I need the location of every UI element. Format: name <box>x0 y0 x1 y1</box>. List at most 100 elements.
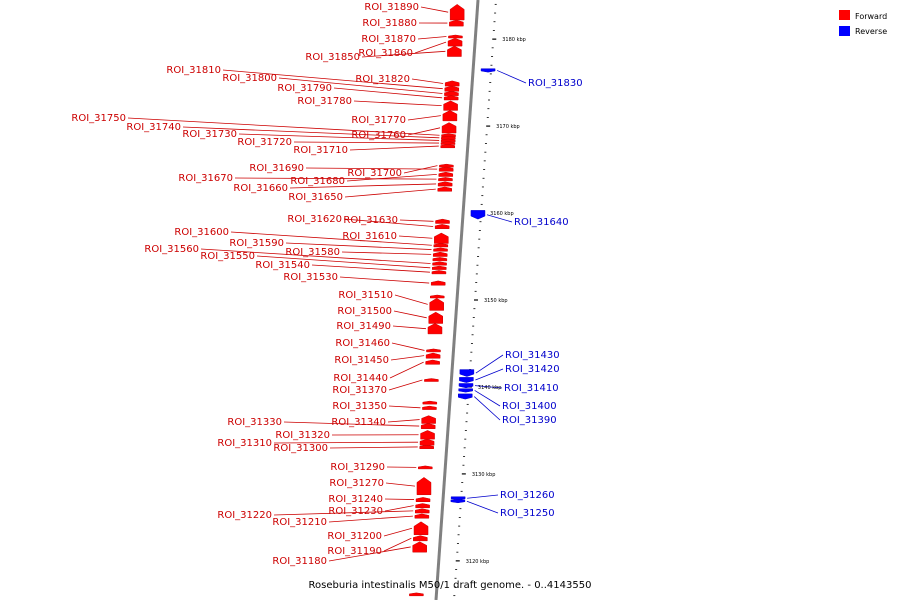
feature-label-roi-31220[interactable]: ROI_31220 <box>217 510 272 521</box>
gene-feature-roi-31800[interactable] <box>444 91 459 96</box>
feature-label-roi-31460[interactable]: ROI_31460 <box>335 338 390 349</box>
feature-label-roi-31490[interactable]: ROI_31490 <box>336 321 391 332</box>
feature-label-roi-31790[interactable]: ROI_31790 <box>277 83 332 94</box>
feature-label-roi-31770[interactable]: ROI_31770 <box>351 115 406 126</box>
gene-feature-roi-31170[interactable] <box>409 592 424 597</box>
feature-label-roi-31560[interactable]: ROI_31560 <box>144 244 199 255</box>
gene-feature-roi-31450[interactable] <box>425 352 441 359</box>
feature-label-roi-31530[interactable]: ROI_31530 <box>283 272 338 283</box>
feature-label-roi-31640[interactable]: ROI_31640 <box>514 217 569 228</box>
feature-label-roi-31610[interactable]: ROI_31610 <box>342 231 397 242</box>
gene-feature-roi-31570[interactable] <box>432 257 448 262</box>
feature-label-roi-31780[interactable]: ROI_31780 <box>297 96 352 107</box>
gene-feature-roi-31180[interactable] <box>412 541 427 553</box>
feature-label-roi-31620[interactable]: ROI_31620 <box>287 214 342 225</box>
gene-feature-roi-31560[interactable] <box>432 261 447 266</box>
gene-feature-roi-31770[interactable] <box>442 110 458 122</box>
feature-label-roi-31320[interactable]: ROI_31320 <box>275 430 330 441</box>
feature-label-roi-31230[interactable]: ROI_31230 <box>328 506 383 517</box>
gene-feature-roi-31200[interactable] <box>413 521 429 536</box>
gene-feature-roi-31290[interactable] <box>418 465 433 470</box>
gene-feature-roi-31690[interactable] <box>438 166 454 172</box>
feature-label-roi-31410[interactable]: ROI_31410 <box>504 383 559 394</box>
feature-label-roi-31420[interactable]: ROI_31420 <box>505 364 560 375</box>
gene-feature-roi-31610[interactable] <box>434 232 449 244</box>
feature-label-roi-31720[interactable]: ROI_31720 <box>237 137 292 148</box>
gene-feature-roi-31880[interactable] <box>449 19 464 27</box>
gene-feature-roi-31250[interactable] <box>450 499 466 504</box>
feature-label-roi-31750[interactable]: ROI_31750 <box>71 113 126 124</box>
feature-label-roi-31630[interactable]: ROI_31630 <box>343 215 398 226</box>
feature-label-roi-31800[interactable]: ROI_31800 <box>222 73 277 84</box>
gene-feature-roi-31350[interactable] <box>422 405 437 410</box>
feature-label-roi-31760[interactable]: ROI_31760 <box>351 130 406 141</box>
feature-label-roi-31340[interactable]: ROI_31340 <box>331 417 386 428</box>
gene-feature-roi-31620[interactable] <box>434 224 450 229</box>
gene-feature-roi-31680[interactable] <box>438 171 454 177</box>
feature-label-roi-31740[interactable]: ROI_31740 <box>126 122 181 133</box>
gene-feature-roi-31550[interactable] <box>432 265 447 270</box>
gene-feature-roi-31760[interactable] <box>441 122 457 134</box>
feature-label-roi-31830[interactable]: ROI_31830 <box>528 78 583 89</box>
gene-feature-roi-31580[interactable] <box>432 251 448 257</box>
gene-feature-roi-31500[interactable] <box>428 311 444 324</box>
gene-feature-roi-31430[interactable] <box>459 369 475 377</box>
gene-feature-roi-31700[interactable] <box>439 163 454 168</box>
gene-feature-roi-31790[interactable] <box>443 95 459 101</box>
gene-feature-roi-31320[interactable] <box>420 430 435 440</box>
feature-label-roi-31430[interactable]: ROI_31430 <box>505 350 560 361</box>
legend-item-reverse[interactable]: Reverse <box>839 26 887 36</box>
gene-feature-roi-31270[interactable] <box>416 477 432 496</box>
feature-label-roi-31450[interactable]: ROI_31450 <box>334 355 389 366</box>
feature-label-roi-31210[interactable]: ROI_31210 <box>272 517 327 528</box>
feature-label-roi-31180[interactable]: ROI_31180 <box>272 556 327 567</box>
gene-feature-roi-31360[interactable] <box>422 400 438 405</box>
gene-feature-roi-31190[interactable] <box>413 535 428 542</box>
gene-feature-roi-31820[interactable] <box>444 80 460 87</box>
feature-label-roi-31700[interactable]: ROI_31700 <box>347 168 402 179</box>
feature-label-roi-31330[interactable]: ROI_31330 <box>227 417 282 428</box>
legend-item-forward[interactable]: Forward <box>839 10 887 21</box>
gene-feature-roi-31660[interactable] <box>437 181 453 187</box>
gene-feature-roi-31830[interactable] <box>480 68 496 73</box>
feature-label-roi-31850[interactable]: ROI_31850 <box>305 52 360 63</box>
gene-feature-roi-31230[interactable] <box>415 503 430 509</box>
feature-label-roi-31680[interactable]: ROI_31680 <box>290 176 345 187</box>
feature-label-roi-31710[interactable]: ROI_31710 <box>293 145 348 156</box>
feature-label-roi-31250[interactable]: ROI_31250 <box>500 508 555 519</box>
gene-feature-roi-31210[interactable] <box>414 513 430 519</box>
feature-label-roi-31880[interactable]: ROI_31880 <box>362 18 417 29</box>
feature-label-roi-31500[interactable]: ROI_31500 <box>337 306 392 317</box>
feature-label-roi-31270[interactable]: ROI_31270 <box>329 478 384 489</box>
feature-label-roi-31400[interactable]: ROI_31400 <box>502 401 557 412</box>
feature-label-roi-31240[interactable]: ROI_31240 <box>328 494 383 505</box>
feature-label-roi-31510[interactable]: ROI_31510 <box>338 290 393 301</box>
feature-label-roi-31870[interactable]: ROI_31870 <box>361 34 416 45</box>
feature-label-roi-31260[interactable]: ROI_31260 <box>500 490 555 501</box>
feature-label-roi-31660[interactable]: ROI_31660 <box>233 183 288 194</box>
gene-feature-roi-31540[interactable] <box>431 270 447 275</box>
feature-label-roi-31860[interactable]: ROI_31860 <box>358 48 413 59</box>
feature-label-roi-31550[interactable]: ROI_31550 <box>200 251 255 262</box>
feature-label-roi-31190[interactable]: ROI_31190 <box>327 546 382 557</box>
feature-label-roi-31650[interactable]: ROI_31650 <box>288 192 343 203</box>
gene-feature-roi-31600[interactable] <box>433 243 449 248</box>
gene-feature-roi-31420[interactable] <box>459 377 474 383</box>
gene-feature-roi-31330[interactable] <box>420 423 436 429</box>
feature-label-roi-31440[interactable]: ROI_31440 <box>333 373 388 384</box>
gene-feature-roi-31520[interactable] <box>429 294 445 299</box>
gene-feature-roi-31590[interactable] <box>433 247 448 252</box>
feature-label-roi-31670[interactable]: ROI_31670 <box>178 173 233 184</box>
feature-label-roi-31350[interactable]: ROI_31350 <box>332 401 387 412</box>
gene-feature-roi-31860[interactable] <box>447 37 463 47</box>
gene-feature-roi-31870[interactable] <box>448 34 463 39</box>
gene-feature-roi-31260[interactable] <box>450 496 466 501</box>
gene-feature-roi-31750[interactable] <box>441 133 456 137</box>
gene-feature-roi-31240[interactable] <box>415 497 431 502</box>
feature-label-roi-31690[interactable]: ROI_31690 <box>249 163 304 174</box>
gene-feature-roi-31740[interactable] <box>441 136 456 140</box>
gene-feature-roi-31640[interactable] <box>470 210 486 220</box>
gene-feature-roi-31460[interactable] <box>426 348 441 353</box>
gene-feature-roi-31890[interactable] <box>449 4 465 21</box>
gene-feature-roi-31490[interactable] <box>427 323 443 335</box>
